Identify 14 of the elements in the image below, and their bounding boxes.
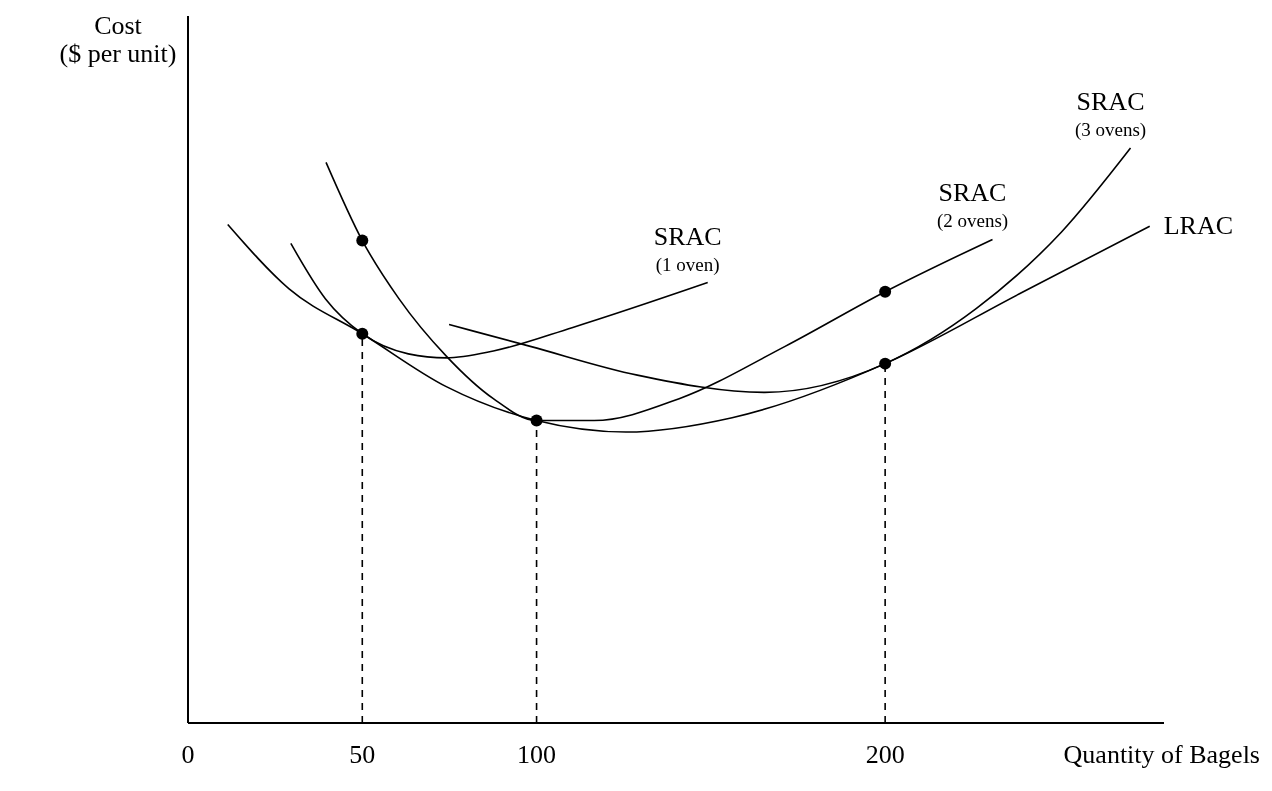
x-axis-title: Quantity of Bagels <box>1063 740 1260 769</box>
point <box>356 234 369 247</box>
series-label: SRAC (1 oven) <box>653 221 722 276</box>
x-tick-label: 100 <box>517 740 557 769</box>
series-label: SRAC (3 ovens) <box>1074 87 1147 141</box>
series-label: SRAC (2 ovens) <box>936 178 1009 233</box>
x-tick-label: 50 <box>349 740 376 769</box>
y-axis-title: Cost ($ per unit) <box>59 11 177 68</box>
series-label: LRAC <box>1163 211 1234 241</box>
x-tick-label: 0 <box>181 740 195 769</box>
point <box>356 327 369 340</box>
point <box>879 285 892 298</box>
x-tick-label: 200 <box>865 740 905 769</box>
point <box>530 414 543 427</box>
